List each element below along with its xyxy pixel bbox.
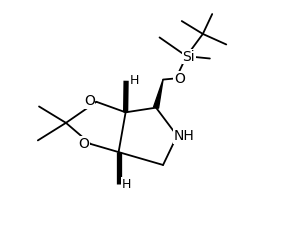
- Text: H: H: [130, 74, 139, 87]
- Text: O: O: [84, 94, 95, 108]
- Polygon shape: [154, 80, 163, 108]
- Text: Si: Si: [183, 50, 195, 64]
- Text: NH: NH: [174, 129, 195, 143]
- Text: H: H: [122, 178, 131, 191]
- Text: O: O: [78, 137, 89, 151]
- Text: O: O: [174, 72, 185, 86]
